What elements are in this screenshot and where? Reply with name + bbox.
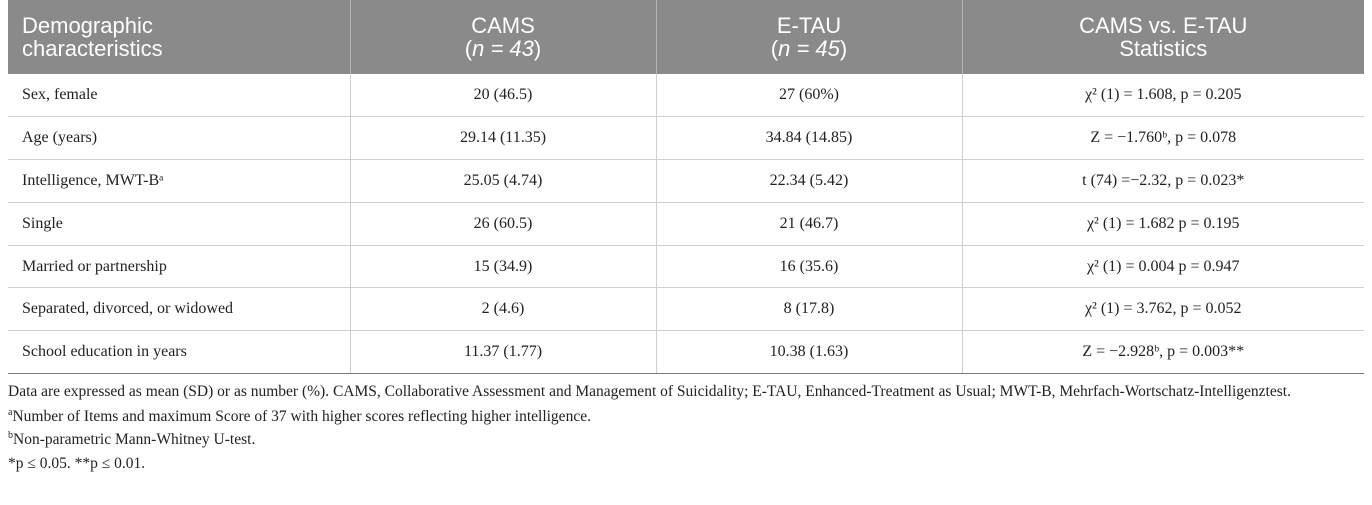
row-label: Separated, divorced, or widowed bbox=[8, 287, 350, 332]
header-etau: E-TAU (n = 45) bbox=[655, 0, 962, 74]
table-row: Separated, divorced, or widowed 2 (4.6) … bbox=[8, 287, 1364, 332]
table-row: Age (years) 29.14 (11.35) 34.84 (14.85) … bbox=[8, 116, 1364, 161]
row-label: Age (years) bbox=[8, 116, 350, 161]
row-statistic: χ² (1) = 1.608, p = 0.205 bbox=[961, 74, 1364, 118]
table-row: Single 26 (60.5) 21 (46.7) χ² (1) = 1.68… bbox=[8, 202, 1364, 246]
table-row: Intelligence, MWT-Bᵃ 25.05 (4.74) 22.34 … bbox=[8, 159, 1364, 203]
table-row: Married or partnership 15 (34.9) 16 (35.… bbox=[8, 245, 1364, 289]
row-cams-value: 29.14 (11.35) bbox=[349, 116, 656, 161]
row-etau-value: 10.38 (1.63) bbox=[655, 330, 962, 375]
table-row: School education in years 11.37 (1.77) 1… bbox=[8, 330, 1364, 375]
table-row: Sex, female 20 (46.5) 27 (60%) χ² (1) = … bbox=[8, 74, 1364, 118]
footnote-a-text: Number of Items and maximum Score of 37 … bbox=[12, 407, 591, 425]
footnote-significance: *p ≤ 0.05. **p ≤ 0.01. bbox=[8, 454, 146, 472]
row-etau-value: 22.34 (5.42) bbox=[655, 159, 962, 203]
row-statistic: χ² (1) = 3.762, p = 0.052 bbox=[961, 287, 1364, 332]
footnote-a-marker: a bbox=[8, 406, 13, 418]
header-characteristics: Demographic characteristics bbox=[8, 0, 350, 74]
row-cams-value: 2 (4.6) bbox=[349, 287, 656, 332]
row-etau-value: 34.84 (14.85) bbox=[655, 116, 962, 161]
row-cams-value: 11.37 (1.77) bbox=[349, 330, 656, 375]
row-cams-value: 25.05 (4.74) bbox=[349, 159, 656, 203]
footnote-b: bNon-parametric Mann-Whitney U-test. bbox=[8, 430, 1364, 450]
header-cams-n: n = 43 bbox=[472, 36, 534, 61]
row-label: Married or partnership bbox=[8, 245, 350, 289]
row-etau-value: 21 (46.7) bbox=[655, 202, 962, 246]
header-cams: CAMS (n = 43) bbox=[349, 0, 656, 74]
demographics-table-figure: Demographic characteristics CAMS (n = 43… bbox=[8, 0, 1364, 477]
demographics-table: Demographic characteristics CAMS (n = 43… bbox=[8, 0, 1364, 375]
row-etau-value: 8 (17.8) bbox=[655, 287, 962, 332]
table-header: Demographic characteristics CAMS (n = 43… bbox=[8, 0, 1364, 74]
header-etau-line1: E-TAU bbox=[776, 13, 842, 38]
header-statistics: CAMS vs. E-TAU Statistics bbox=[961, 0, 1364, 74]
row-statistic: t (74) =−2.32, p = 0.023* bbox=[961, 159, 1364, 203]
row-cams-value: 15 (34.9) bbox=[349, 245, 656, 289]
header-characteristics-line2: characteristics bbox=[22, 36, 163, 61]
header-etau-n: n = 45 bbox=[778, 36, 840, 61]
table-footnotes: Data are expressed as mean (SD) or as nu… bbox=[8, 382, 1364, 473]
header-statistics-line1: CAMS vs. E-TAU bbox=[1079, 13, 1248, 38]
footnote-b-marker: b bbox=[8, 429, 13, 441]
row-label: Single bbox=[8, 202, 350, 246]
row-label: Sex, female bbox=[8, 74, 350, 118]
row-statistic: Z = −2.928ᵇ, p = 0.003** bbox=[961, 330, 1364, 375]
table-body: Sex, female 20 (46.5) 27 (60%) χ² (1) = … bbox=[8, 74, 1364, 375]
header-statistics-line2: Statistics bbox=[1119, 36, 1208, 61]
row-statistic: χ² (1) = 0.004 p = 0.947 bbox=[961, 245, 1364, 289]
row-cams-value: 20 (46.5) bbox=[349, 74, 656, 118]
row-etau-value: 27 (60%) bbox=[655, 74, 962, 118]
row-label: School education in years bbox=[8, 330, 350, 375]
footnote-main: Data are expressed as mean (SD) or as nu… bbox=[8, 383, 1291, 401]
row-etau-value: 16 (35.6) bbox=[655, 245, 962, 289]
header-cams-line1: CAMS bbox=[471, 13, 535, 38]
row-cams-value: 26 (60.5) bbox=[349, 202, 656, 246]
row-label: Intelligence, MWT-Bᵃ bbox=[8, 159, 350, 203]
row-statistic: χ² (1) = 1.682 p = 0.195 bbox=[961, 202, 1364, 246]
footnote-b-text: Non-parametric Mann-Whitney U-test. bbox=[13, 431, 256, 449]
row-statistic: Z = −1.760ᵇ, p = 0.078 bbox=[961, 116, 1364, 161]
header-characteristics-line1: Demographic bbox=[22, 13, 153, 38]
footnote-a: aNumber of Items and maximum Score of 37… bbox=[8, 407, 1364, 427]
